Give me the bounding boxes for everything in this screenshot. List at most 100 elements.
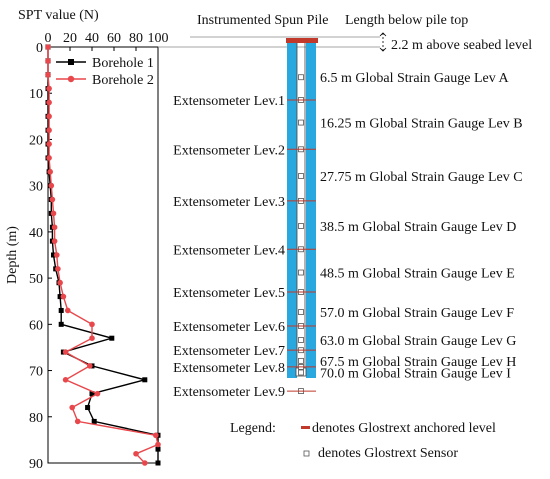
y-tick-label: 20: [29, 133, 43, 148]
point-borehole-2: [51, 238, 58, 244]
point-borehole-1: [58, 307, 64, 313]
point-borehole-2: [94, 390, 101, 397]
point-borehole-1: [58, 321, 64, 327]
gauge-label: 38.5 m Global Strain Gauge Lev D: [320, 220, 516, 235]
point-borehole-2: [133, 450, 139, 457]
point-borehole-1: [109, 335, 115, 341]
gauge-label: 63.0 m Global Strain Gauge Lev G: [320, 334, 516, 349]
extensometer-label: Extensometer Lev.5: [173, 286, 285, 301]
point-borehole-1: [57, 294, 63, 300]
point-borehole-2: [50, 210, 57, 217]
point-borehole-2: [47, 169, 53, 175]
diagram-legend-title: Legend:: [230, 421, 276, 436]
y-tick-label: 50: [29, 272, 43, 287]
point-borehole-1: [51, 252, 56, 258]
sensor-legend-swatch: [303, 450, 310, 457]
gauge-label: 27.75 m Global Strain Gauge Lev C: [320, 170, 523, 185]
chart-title: SPT value (N): [18, 8, 99, 23]
point-borehole-2: [69, 404, 75, 411]
point-borehole-2: [46, 127, 52, 133]
point-borehole-2: [48, 182, 55, 189]
point-borehole-2: [55, 266, 61, 272]
sensor-legend-label: denotes Glostrext Sensor: [318, 446, 458, 461]
point-borehole-2: [45, 71, 51, 78]
x-tick-label: 40: [85, 31, 99, 46]
x-tick-label: 0: [45, 31, 52, 46]
point-borehole-2: [46, 99, 52, 106]
gauge-sensor: [298, 223, 304, 229]
legend-marker-borehole-2: [67, 75, 75, 83]
chart-legend: Borehole 1 Borehole 2: [56, 56, 154, 88]
point-borehole-2: [89, 321, 95, 328]
gauge-sensor: [298, 337, 304, 343]
gauge-label: 16.25 m Global Strain Gauge Lev B: [320, 117, 523, 132]
x-tick-label: 80: [129, 31, 143, 46]
gauge-sensor: [298, 309, 304, 315]
point-borehole-2: [89, 335, 95, 342]
y-tick-label: 90: [29, 457, 43, 472]
y-ticks: 0 10 20 30 40 50 60 70 80 90: [29, 41, 52, 472]
x-tick-label: 60: [107, 31, 121, 46]
point-borehole-2: [60, 293, 67, 300]
point-borehole-2: [46, 113, 52, 120]
point-borehole-2: [62, 377, 69, 383]
legend-label-borehole-2: Borehole 2: [92, 73, 154, 88]
above-seabed-label: 2.2 m above seabed level: [391, 38, 532, 53]
point-borehole-2: [45, 44, 51, 50]
point-borehole-1: [142, 377, 148, 383]
y-tick-label: 40: [29, 226, 43, 241]
extensometer-label: Extensometer Lev.3: [173, 195, 285, 210]
anchor-legend-label: denotes Glostrext anchored level: [312, 421, 496, 436]
extensometer-label: Extensometer Lev.9: [173, 385, 285, 400]
anchor-legend-swatch: [301, 426, 310, 429]
gauge-label: 67.5 m Global Strain Gauge Lev H: [320, 355, 516, 370]
y-tick-label: 10: [29, 87, 43, 102]
point-borehole-2: [65, 307, 71, 314]
pile-diagram: Instrumented Spun Pile Length below pile…: [158, 13, 532, 461]
spt-chart: SPT value (N) Depth (m) 0 20 40 60 80 100 0 10…: [5, 8, 169, 472]
gauge-layer: 6.5 m Global Strain Gauge Lev A 16.25 m G…: [298, 71, 523, 382]
gauge-label: 57.0 m Global Strain Gauge Lev F: [320, 306, 514, 321]
point-borehole-2: [51, 224, 58, 231]
gauge-sensor: [298, 269, 304, 276]
point-borehole-2: [74, 418, 81, 425]
y-tick-label: 30: [29, 180, 43, 195]
legend-label-borehole-1: Borehole 1: [92, 56, 154, 71]
point-borehole-2: [153, 432, 159, 439]
point-borehole-2: [46, 155, 52, 161]
point-borehole-2: [87, 363, 93, 369]
y-tick-label: 60: [29, 318, 43, 333]
extensometer-label: Extensometer Lev.1: [173, 94, 285, 109]
point-borehole-1: [91, 418, 97, 424]
point-borehole-2: [155, 441, 161, 448]
x-ticks: 0 20 40 60 80 100: [45, 31, 169, 51]
gauge-sensor: [298, 173, 304, 179]
point-borehole-2: [142, 460, 148, 466]
extensometer-label: Extensometer Lev.4: [173, 243, 285, 258]
gauge-label: 48.5 m Global Strain Gauge Lev E: [320, 267, 515, 282]
gauge-sensor: [298, 369, 304, 376]
point-borehole-1: [155, 460, 161, 466]
legend-marker-borehole-1: [68, 59, 74, 65]
series-layer: [45, 44, 161, 466]
point-borehole-2: [62, 349, 69, 355]
x-tick-label: 20: [63, 31, 77, 46]
point-borehole-2: [46, 141, 52, 147]
pile-top-anchor: [286, 38, 318, 43]
pile-wall-right: [306, 38, 316, 378]
length-label: Length below pile top: [345, 13, 468, 28]
point-borehole-1: [85, 405, 91, 411]
gauge-label: 70.0 m Global Strain Gauge Lev I: [320, 367, 511, 382]
point-borehole-2: [45, 58, 51, 64]
point-borehole-1: [155, 446, 161, 452]
x-tick-label: 100: [148, 31, 169, 46]
y-tick-label: 80: [29, 411, 43, 426]
point-borehole-2: [57, 279, 63, 286]
series-line-borehole-1: [47, 47, 159, 463]
plot-frame: [47, 46, 159, 464]
extensometer-label: Extensometer Lev.7: [173, 344, 285, 359]
gauge-sensor: [298, 357, 304, 364]
point-borehole-2: [54, 252, 60, 258]
series-line-borehole-2: [47, 47, 159, 464]
y-tick-label: 70: [29, 365, 43, 380]
